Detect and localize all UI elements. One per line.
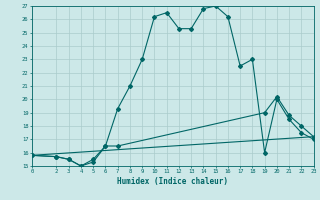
X-axis label: Humidex (Indice chaleur): Humidex (Indice chaleur) — [117, 177, 228, 186]
